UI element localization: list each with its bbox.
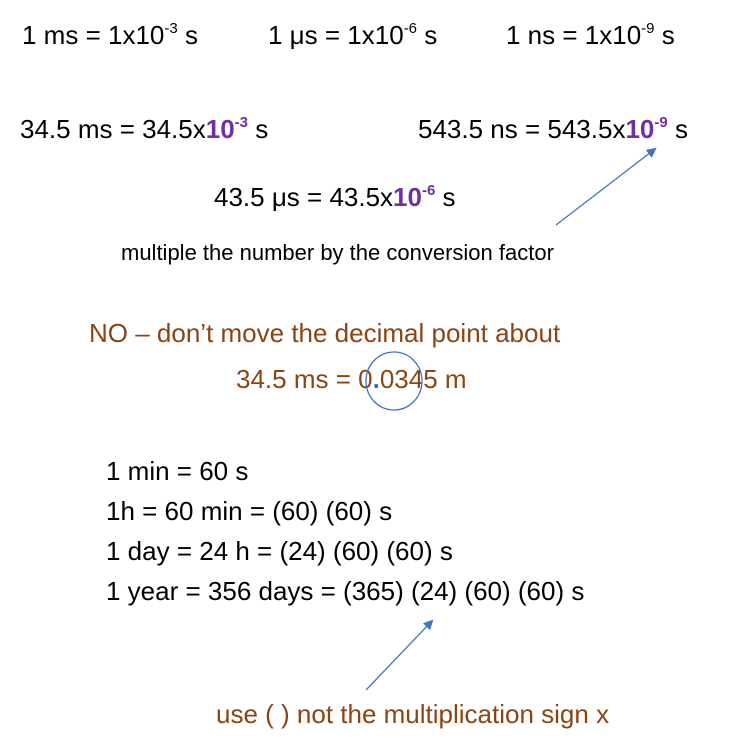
conversion-line-4: 1 year = 356 days = (365) (24) (60) (60)…: [106, 576, 585, 606]
example-ms: 34.5 ms = 34.5x10-3 s: [20, 114, 269, 144]
definition-ns: 1 ns = 1x10-9 s: [506, 20, 675, 50]
example-ns: 543.5 ns = 543.5x10-9 s: [418, 114, 688, 144]
warning-title: NO – don’t move the decimal point about: [89, 318, 561, 348]
example-us: 43.5 μs = 43.5x10-6 s: [214, 182, 456, 212]
warning-example: 34.5 ms = 0.0345 m: [236, 364, 467, 394]
definition-ms: 1 ms = 1x10-3 s: [22, 20, 198, 50]
note-parentheses: use ( ) not the multiplication sign x: [216, 699, 610, 729]
conversion-line-3: 1 day = 24 h = (24) (60) (60) s: [106, 536, 453, 566]
conversion-line-2: 1h = 60 min = (60) (60) s: [106, 496, 393, 526]
arrow-to-parentheses: [365, 619, 434, 691]
decimal-dot: .: [372, 364, 380, 394]
conversion-line-1: 1 min = 60 s: [106, 456, 249, 486]
arrow-to-exponent: [555, 147, 657, 226]
definition-us: 1 μs = 1x10-6 s: [268, 20, 438, 50]
note-multiply: multiple the number by the conversion fa…: [121, 240, 554, 265]
